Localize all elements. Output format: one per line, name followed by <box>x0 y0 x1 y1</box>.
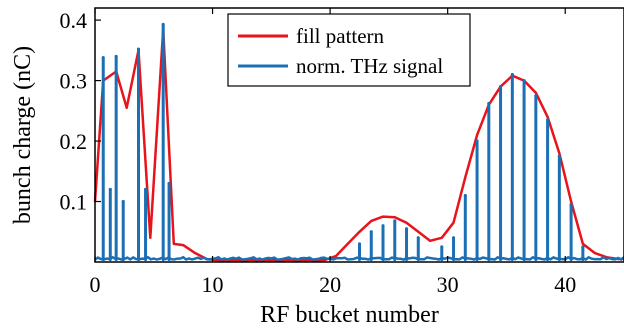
data-point <box>534 91 537 94</box>
y-tick-label: 0.4 <box>60 8 88 33</box>
data-point <box>405 227 409 231</box>
data-point <box>487 102 491 106</box>
legend-box <box>227 13 471 87</box>
series-layer <box>93 22 624 262</box>
data-point <box>546 118 550 122</box>
x-tick-label: 20 <box>319 272 341 297</box>
data-point <box>581 242 584 245</box>
data-point <box>167 181 171 185</box>
data-point <box>287 259 290 262</box>
data-point <box>593 251 596 254</box>
data-point <box>172 242 175 245</box>
data-point <box>405 221 408 224</box>
legend-label-0: fill pattern <box>296 24 385 48</box>
data-point <box>358 230 361 233</box>
data-point <box>193 251 196 254</box>
series-1 <box>94 22 624 262</box>
data-point <box>440 236 443 239</box>
data-point <box>569 203 573 207</box>
data-point <box>161 22 165 26</box>
data-point <box>114 54 118 58</box>
axes: 0 10 20 30 40 0.1 0.2 0.3 0.4 RF bucket number bun… <box>10 7 624 328</box>
data-point <box>346 242 349 245</box>
data-point <box>125 106 128 109</box>
x-tick-label: 40 <box>554 272 576 297</box>
data-point <box>546 115 549 118</box>
axes-frame <box>94 7 624 263</box>
data-point <box>252 259 255 262</box>
x-tick-label: 10 <box>202 272 224 297</box>
data-point <box>217 259 220 262</box>
data-point <box>334 254 337 257</box>
data-point <box>416 236 420 240</box>
data-point <box>476 134 479 136</box>
data-point <box>358 242 361 246</box>
data-point <box>570 200 573 203</box>
data-point <box>510 73 514 77</box>
data-point <box>452 236 456 240</box>
data-point <box>144 187 148 191</box>
thz-baseline <box>94 255 624 261</box>
data-point <box>108 187 112 191</box>
data-point <box>464 176 467 179</box>
data-point <box>121 200 125 204</box>
y-tick-label: 0.2 <box>60 129 88 154</box>
data-point <box>429 239 432 242</box>
data-point <box>323 259 326 262</box>
x-axis-label: RF bucket number <box>260 302 439 328</box>
data-point <box>149 236 152 239</box>
data-point <box>557 154 561 158</box>
y-tick-label: 0.1 <box>60 190 88 215</box>
data-point <box>393 216 396 219</box>
y-axis-label: bunch charge (nC) <box>10 46 36 224</box>
data-point <box>101 56 105 60</box>
legend: fill pattern norm. THz signal <box>227 13 471 87</box>
y-tick-label: 0.3 <box>60 69 88 94</box>
data-point <box>534 94 538 98</box>
x-tick-label: 0 <box>90 272 101 297</box>
data-point <box>417 230 420 233</box>
data-point <box>581 245 585 249</box>
legend-label-1: norm. THz signal <box>296 54 443 78</box>
data-point <box>382 215 385 218</box>
data-point <box>182 244 185 247</box>
data-point <box>370 219 373 222</box>
data-point <box>381 224 385 228</box>
data-point <box>440 245 444 249</box>
data-point <box>499 85 503 89</box>
data-point <box>522 79 526 83</box>
data-point <box>369 230 373 234</box>
data-point <box>393 219 397 223</box>
data-point <box>452 221 455 224</box>
data-point <box>463 193 467 197</box>
x-tick-label: 30 <box>437 272 459 297</box>
data-point <box>136 47 140 51</box>
data-point <box>475 139 479 143</box>
data-point <box>558 152 561 155</box>
